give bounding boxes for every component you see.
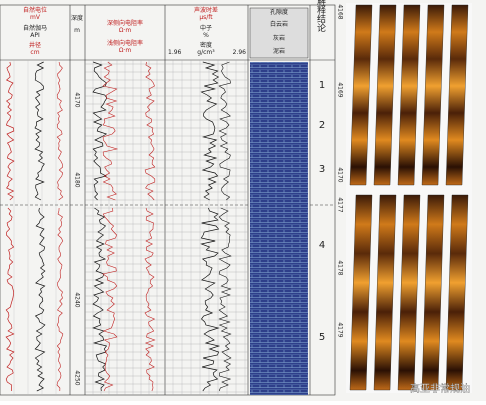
header-label: 深侧向电阻率 bbox=[107, 19, 143, 27]
log-curve bbox=[102, 207, 118, 392]
header-label: 密度 bbox=[200, 41, 212, 49]
core-strip bbox=[373, 4, 397, 186]
header-label: 自然伽马 bbox=[23, 24, 47, 32]
legend-label: 白云岩 bbox=[270, 20, 288, 28]
core-depth: 4168 bbox=[337, 4, 344, 19]
depth-label: 4180 bbox=[74, 172, 81, 187]
header-label: 井径 bbox=[29, 41, 41, 49]
conclusion-number: 1 bbox=[319, 80, 325, 91]
depth-label: 4170 bbox=[74, 92, 81, 107]
header-unit: % bbox=[203, 32, 209, 39]
conclusion-number: 4 bbox=[319, 240, 325, 251]
header-label: 浅侧向电阻率 bbox=[107, 39, 143, 47]
curves bbox=[5, 61, 232, 392]
core-depth: 4179 bbox=[337, 322, 344, 337]
conclusion-number: 2 bbox=[319, 120, 325, 131]
log-curve bbox=[144, 61, 156, 201]
scale-max: 2.96 bbox=[233, 49, 247, 56]
log-curve bbox=[56, 207, 64, 392]
depth-label: 4240 bbox=[74, 292, 81, 307]
core-strip bbox=[421, 194, 445, 391]
header-unit: mV bbox=[30, 14, 41, 21]
core-depth: 4169 bbox=[337, 82, 344, 97]
header-label: 自然电位 bbox=[23, 6, 47, 14]
header-unit: cm bbox=[30, 49, 39, 56]
header-label: 深度 bbox=[71, 14, 83, 22]
conclusion-number: 5 bbox=[319, 332, 325, 343]
core-strip bbox=[373, 194, 397, 391]
log-curve bbox=[5, 207, 15, 392]
log-curve bbox=[56, 61, 64, 201]
header-unit: API bbox=[30, 32, 40, 39]
header-unit: Ω·m bbox=[119, 27, 131, 34]
core-strip bbox=[397, 4, 421, 186]
header-label: 中子 bbox=[200, 24, 212, 32]
log-curve bbox=[34, 207, 46, 392]
legend-label: 灰岩 bbox=[273, 34, 285, 42]
core-strip bbox=[397, 194, 421, 391]
scale-min: 1.96 bbox=[168, 49, 182, 56]
lithology-column bbox=[250, 62, 308, 395]
header-label: 声波时差 bbox=[194, 6, 218, 14]
core-strip bbox=[445, 194, 469, 391]
core-strip bbox=[349, 194, 373, 391]
conclusion-number: 3 bbox=[319, 164, 325, 175]
header-unit: g/cm³ bbox=[197, 49, 215, 56]
log-curve bbox=[200, 61, 220, 201]
header-unit: Ω·m bbox=[119, 47, 131, 54]
header-unit: μs/ft bbox=[199, 14, 213, 21]
core-strip bbox=[421, 4, 445, 186]
core-depth: 4170 bbox=[337, 167, 344, 182]
log-curve bbox=[200, 207, 221, 392]
log-curve bbox=[218, 61, 231, 201]
log-curve bbox=[144, 207, 156, 392]
log-curve bbox=[92, 61, 108, 201]
log-curve bbox=[102, 61, 119, 201]
legend-label: 泥岩 bbox=[273, 47, 285, 55]
core-strip bbox=[445, 4, 469, 186]
watermark: 高亚非常规油 bbox=[410, 382, 470, 395]
header-label: 孔隙度 bbox=[270, 8, 288, 16]
log-curve bbox=[92, 207, 108, 392]
core-strip bbox=[349, 4, 373, 186]
header-unit: m bbox=[74, 27, 80, 34]
core-photos bbox=[349, 4, 469, 391]
log-curve bbox=[34, 61, 45, 201]
depth-label: 4250 bbox=[74, 370, 81, 385]
log-curve bbox=[5, 61, 15, 201]
log-curve bbox=[218, 207, 232, 392]
lithology-legend bbox=[249, 7, 309, 59]
core-depth: 4178 bbox=[337, 260, 344, 275]
header-label: 解释结论 bbox=[315, 0, 326, 32]
core-depth: 4177 bbox=[337, 197, 344, 212]
